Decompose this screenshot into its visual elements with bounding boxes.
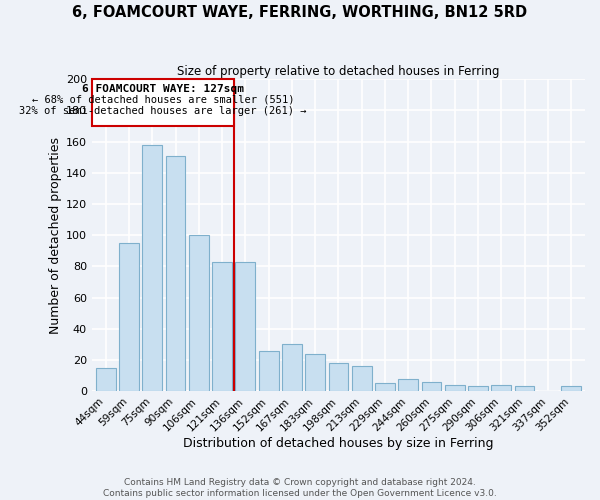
Bar — [375, 384, 395, 391]
Bar — [212, 262, 232, 391]
Bar — [166, 156, 185, 391]
Bar — [422, 382, 442, 391]
Title: Size of property relative to detached houses in Ferring: Size of property relative to detached ho… — [177, 65, 500, 78]
Bar — [142, 144, 162, 391]
Bar — [329, 363, 349, 391]
Bar — [468, 386, 488, 391]
Bar — [305, 354, 325, 391]
Text: ← 68% of detached houses are smaller (551): ← 68% of detached houses are smaller (55… — [32, 95, 294, 105]
Bar — [561, 386, 581, 391]
Bar — [491, 385, 511, 391]
Bar — [398, 378, 418, 391]
X-axis label: Distribution of detached houses by size in Ferring: Distribution of detached houses by size … — [183, 437, 494, 450]
Bar — [235, 262, 255, 391]
Bar — [445, 385, 464, 391]
Bar — [352, 366, 371, 391]
Text: 6 FOAMCOURT WAYE: 127sqm: 6 FOAMCOURT WAYE: 127sqm — [82, 84, 244, 94]
Text: 6, FOAMCOURT WAYE, FERRING, WORTHING, BN12 5RD: 6, FOAMCOURT WAYE, FERRING, WORTHING, BN… — [73, 5, 527, 20]
Y-axis label: Number of detached properties: Number of detached properties — [49, 136, 62, 334]
FancyBboxPatch shape — [92, 79, 234, 126]
Bar — [189, 235, 209, 391]
Bar — [96, 368, 116, 391]
Text: Contains HM Land Registry data © Crown copyright and database right 2024.
Contai: Contains HM Land Registry data © Crown c… — [103, 478, 497, 498]
Bar — [119, 243, 139, 391]
Bar — [282, 344, 302, 391]
Text: 32% of semi-detached houses are larger (261) →: 32% of semi-detached houses are larger (… — [19, 106, 307, 116]
Bar — [259, 350, 278, 391]
Bar — [515, 386, 535, 391]
